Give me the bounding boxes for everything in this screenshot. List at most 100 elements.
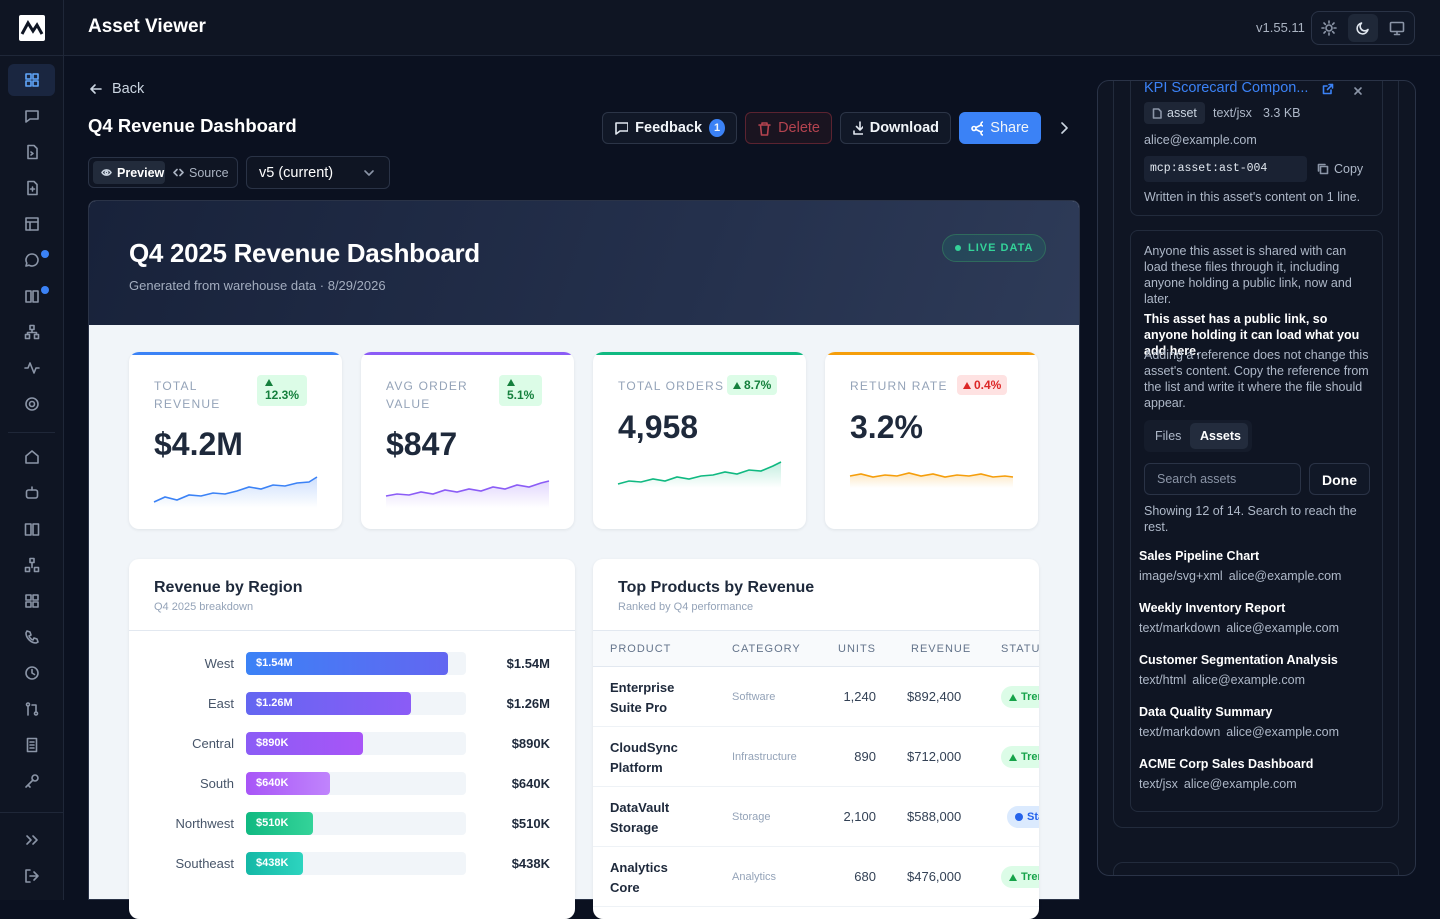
sidebar-footer: [0, 812, 63, 900]
nav-keys[interactable]: [24, 773, 40, 789]
asset-item[interactable]: Customer Segmentation Analysis text/html a…: [1139, 653, 1375, 697]
item-name: Data Quality Summary: [1139, 705, 1273, 719]
source-tab[interactable]: Source: [173, 161, 229, 184]
kpi-delta-text: 0.4%: [974, 378, 1002, 392]
asset-card: KPI Scorecard Compon... asset text/jsx 3…: [1130, 80, 1383, 216]
nav-report[interactable]: [24, 737, 40, 753]
status-badge: Stable: [1007, 806, 1039, 828]
close[interactable]: [1353, 86, 1363, 96]
panel-section: [1113, 81, 1399, 828]
nav-files[interactable]: [24, 144, 40, 160]
item-name: Weekly Inventory Report: [1139, 601, 1286, 615]
kpi-delta-text: 12.3%: [265, 388, 300, 402]
nav-home[interactable]: [24, 449, 40, 465]
done-button[interactable]: Done: [1309, 463, 1370, 495]
dashboard-title: Q4 2025 Revenue Dashboard: [129, 238, 480, 268]
sign-out[interactable]: [24, 868, 40, 884]
asset-item[interactable]: Sales Pipeline Chart image/svg+xml alice@e…: [1139, 549, 1375, 593]
dark-theme: [1356, 22, 1369, 35]
preview-tab[interactable]: Preview: [93, 161, 165, 184]
item-name: ACME Corp Sales Dashboard: [1139, 757, 1314, 771]
bar: $890K: [246, 732, 363, 755]
product-name: DataVault Storage: [610, 800, 670, 835]
picker-status: Showing 12 of 14. Search to reach the re…: [1144, 504, 1357, 534]
nav-upload[interactable]: [24, 180, 40, 196]
delete-button[interactable]: Delete: [745, 112, 832, 144]
nav-docs[interactable]: [24, 288, 40, 304]
live-dot: [955, 245, 961, 251]
value-label: $1.54M: [506, 656, 550, 671]
page-title: Q4 Revenue Dashboard: [88, 115, 297, 136]
value-label: $890K: [511, 736, 550, 751]
item-owner: alice@example.com: [1183, 777, 1297, 791]
product-revenue: $892,400: [907, 689, 962, 704]
nav-tree[interactable]: [24, 557, 40, 573]
light-theme[interactable]: [1321, 20, 1337, 36]
nav-activity[interactable]: [24, 360, 40, 376]
unread-dot: [41, 286, 49, 294]
code-icon: [173, 168, 184, 177]
share-icon: [971, 120, 984, 136]
sparkline: [849, 472, 1014, 488]
region-label: Southeast: [175, 856, 234, 871]
assets-tab[interactable]: Assets: [1190, 423, 1248, 449]
app-version: v1.55.11: [1256, 20, 1305, 35]
search-input[interactable]: Search assets: [1144, 463, 1301, 495]
status-text: Trending: [1021, 871, 1039, 883]
nav-calls[interactable]: [24, 629, 40, 645]
expand-panel[interactable]: [1056, 120, 1072, 136]
view-tabs: Preview Source: [88, 157, 238, 188]
download-label: Download: [869, 120, 939, 136]
asset-title[interactable]: KPI Scorecard Compon...: [1144, 80, 1309, 96]
trend-arrow: [1009, 873, 1017, 881]
bar-label: $890K: [256, 737, 289, 749]
nav-bot[interactable]: [24, 485, 40, 501]
dashboard-subtitle: Generated from warehouse data · 8/29/202…: [129, 278, 386, 293]
open-external[interactable]: [1322, 83, 1334, 95]
asset-item[interactable]: ACME Corp Sales Dashboard text/jsx alice@e…: [1139, 757, 1375, 801]
asset-item[interactable]: Weekly Inventory Report text/markdown alic…: [1139, 601, 1375, 645]
row-divider: [593, 726, 1039, 727]
version-select[interactable]: v5 (current): [246, 156, 390, 189]
row-divider: [593, 786, 1039, 787]
status-text: Stable: [1027, 811, 1039, 823]
nav-chat[interactable]: [24, 252, 40, 268]
asset-reference: mcp:asset:ast-004: [1144, 156, 1307, 182]
nav-messages[interactable]: [24, 108, 40, 124]
system-theme[interactable]: [1389, 20, 1405, 36]
nav-diff[interactable]: [24, 701, 40, 717]
expand-sidebar[interactable]: [24, 832, 40, 848]
nav-settings[interactable]: [24, 396, 40, 412]
asset-item[interactable]: Data Quality Summary text/markdown alice@e…: [1139, 705, 1375, 749]
files-tab[interactable]: Files: [1155, 429, 1182, 443]
panel-section: [1113, 862, 1399, 875]
file-icon: [1152, 107, 1162, 119]
share-button[interactable]: Share: [959, 112, 1041, 144]
sparkline: [153, 476, 318, 508]
region-label: South: [200, 776, 234, 791]
nav-network[interactable]: [24, 324, 40, 340]
product-category: Storage: [732, 811, 771, 823]
kpi-label: TOTAL REVENUE: [154, 379, 221, 411]
card-title: Top Products by Revenue: [618, 579, 815, 596]
item-owner: alice@example.com: [1192, 673, 1305, 687]
share-help: Adding a reference does not change this …: [1144, 348, 1369, 410]
nav-library[interactable]: [24, 521, 40, 537]
item-owner: alice@example.com: [1228, 569, 1342, 583]
item-meta: text/markdown alice@example.com: [1139, 621, 1339, 635]
download-button[interactable]: Download: [840, 112, 951, 144]
nav-dashboard[interactable]: [24, 72, 40, 88]
logo[interactable]: [19, 15, 45, 41]
nav-table[interactable]: [24, 216, 40, 232]
copy-button[interactable]: Copy: [1317, 162, 1363, 176]
nav-apps[interactable]: [24, 593, 40, 609]
kpi-label: RETURN RATE: [850, 379, 948, 393]
feedback-button[interactable]: Feedback 1: [602, 112, 737, 144]
kind-text: asset: [1167, 106, 1197, 120]
bar-label: $1.26M: [256, 697, 293, 709]
nav-history[interactable]: [24, 665, 40, 681]
back-link[interactable]: Back: [88, 81, 144, 97]
dark-theme-active[interactable]: [1348, 14, 1378, 42]
kpi-delta-text: 5.1%: [507, 388, 535, 402]
